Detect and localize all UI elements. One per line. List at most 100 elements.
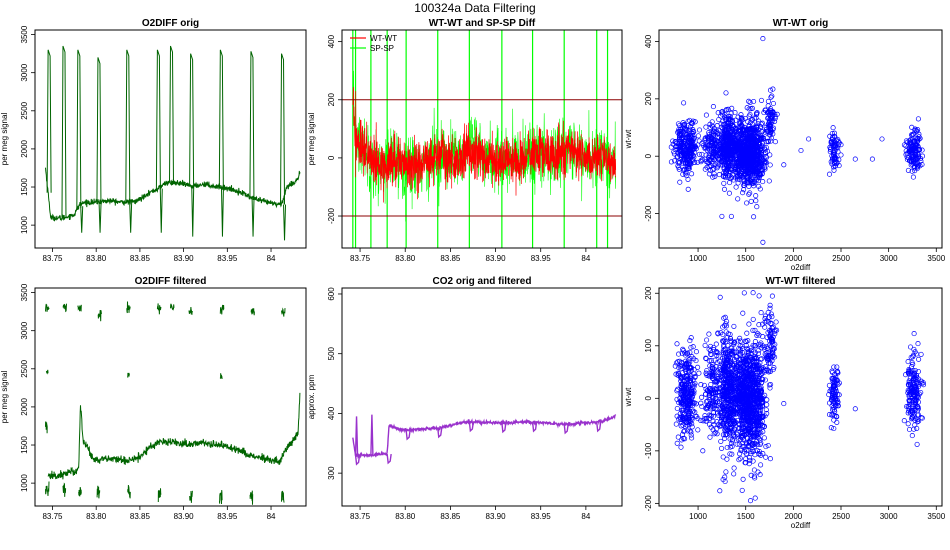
scatter-point	[676, 416, 682, 422]
scatter-point	[766, 327, 773, 334]
scatter-point	[695, 364, 701, 370]
y-tick-label: 0	[327, 155, 336, 160]
scatter-point	[764, 411, 770, 417]
scatter-point	[770, 350, 776, 356]
scatter-point	[702, 415, 708, 422]
scatter-point	[739, 487, 745, 493]
scatter-point	[737, 380, 743, 386]
scatter-point	[717, 399, 723, 405]
y-tick-label: 300	[327, 466, 336, 480]
scatter-point	[725, 407, 731, 413]
scatter-point	[744, 360, 750, 366]
scatter-point	[749, 105, 755, 111]
scatter-point	[737, 451, 743, 457]
scatter-point	[724, 379, 730, 385]
scatter-point	[725, 123, 731, 129]
co2-peak	[354, 416, 359, 456]
scatter-point	[672, 139, 678, 145]
scatter-point	[756, 183, 762, 189]
x-tick-label: 84	[581, 254, 590, 263]
scatter-point	[690, 133, 696, 139]
scatter-point	[731, 465, 737, 471]
scatter-point	[744, 369, 750, 375]
y-tick-label: 3500	[20, 25, 29, 43]
scatter-point	[711, 126, 717, 132]
o2diff-filtered-segment	[45, 303, 50, 312]
scatter-point	[754, 204, 760, 210]
scatter-point	[767, 152, 773, 158]
scatter-point	[767, 162, 773, 168]
scatter-point	[735, 176, 741, 182]
scatter-point	[703, 112, 709, 118]
scatter-point	[773, 319, 779, 325]
scatter-point	[678, 423, 684, 429]
scatter-point	[699, 140, 705, 146]
scatter-point	[727, 140, 733, 147]
scatter-point	[768, 350, 774, 356]
panel-p4: O2DIFF filtered per meg signal 83.75 83.80 8…	[0, 276, 307, 521]
o2diff-spike-low	[191, 185, 195, 237]
scatter-point	[684, 351, 690, 357]
scatter-point	[828, 425, 834, 431]
scatter-point	[729, 402, 736, 408]
scatter-point	[711, 344, 717, 351]
scatter-point	[765, 139, 771, 145]
scatter-point	[755, 130, 761, 136]
scatter-point	[746, 418, 752, 424]
y-tick-label: 3000	[20, 63, 29, 81]
scatter-point	[752, 407, 758, 413]
scatter-point	[762, 324, 768, 330]
x-tick-label: 1000	[689, 254, 707, 263]
scatter-point	[678, 129, 684, 135]
scatter-point	[733, 401, 739, 408]
scatter-point	[708, 137, 714, 143]
scatter-point	[745, 424, 752, 431]
scatter-point	[737, 338, 743, 344]
scatter-point	[756, 174, 762, 180]
scatter-point	[728, 110, 734, 116]
scatter-point	[914, 393, 920, 399]
scatter-point	[765, 309, 771, 316]
x-tick-label: 83.90	[174, 254, 195, 263]
scatter-point	[728, 338, 734, 345]
scatter-point	[735, 338, 741, 344]
scatter-point	[741, 365, 747, 371]
o2diff-spike-high	[76, 49, 82, 208]
scatter-point	[756, 376, 762, 382]
scatter-point-outlier	[767, 87, 774, 93]
scatter-point	[911, 379, 917, 385]
o2diff-filtered-segment	[62, 482, 67, 497]
scatter-point	[746, 113, 752, 119]
scatter-point	[682, 166, 688, 172]
scatter-point	[751, 183, 757, 189]
scatter-point	[758, 397, 764, 404]
scatter-point	[732, 349, 738, 355]
scatter-point	[908, 364, 915, 370]
scatter-point	[742, 368, 748, 374]
scatter-point	[768, 138, 774, 144]
x-tick-label: 84	[267, 254, 276, 263]
o2diff-filtered-segment	[219, 373, 223, 380]
o2diff-filtered-segment	[219, 304, 225, 315]
scatter-point	[706, 358, 712, 364]
scatter-point	[727, 351, 733, 357]
scatter-point	[731, 426, 737, 432]
scatter-point	[728, 417, 734, 423]
x-tick-label: 83.95	[531, 512, 552, 521]
scatter-point	[701, 382, 707, 388]
scatter-point	[761, 435, 767, 441]
scatter-point	[726, 159, 732, 165]
scatter-point	[761, 160, 767, 166]
scatter-point	[723, 106, 730, 113]
x-tick-label: 83.75	[42, 254, 63, 263]
scatter-point	[743, 147, 749, 153]
figure-title: 100324a Data Filtering	[414, 1, 535, 15]
scatter-points	[672, 290, 927, 504]
scatter-point	[720, 159, 726, 165]
scatter-point	[674, 413, 680, 419]
scatter-point	[699, 151, 705, 157]
scatter-point	[706, 154, 712, 160]
scatter-point	[915, 368, 921, 375]
scatter-point	[750, 420, 756, 427]
y-tick-label: 2500	[20, 359, 29, 377]
